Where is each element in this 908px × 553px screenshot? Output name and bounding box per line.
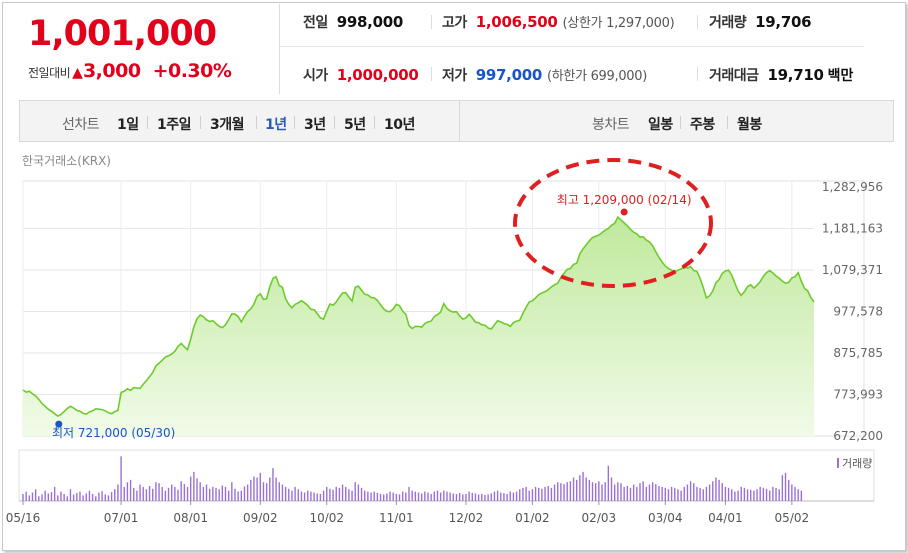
stats-divider [280, 46, 864, 47]
prev-close-label: 전일 [303, 15, 328, 31]
high-value: 1,006,500 [475, 13, 558, 31]
x-tick-label: 07/01 [104, 511, 139, 525]
y-tick-label: 1,181,163 [822, 222, 883, 236]
low-value: 997,000 [475, 66, 543, 84]
exchange-label: 한국거래소(KRX) [22, 154, 111, 168]
turnover-value: 19,710 [767, 66, 824, 84]
lower-limit: (하한가 699,000) [547, 69, 648, 84]
change-value: 3,000 [82, 60, 141, 82]
prev-close-value: 998,000 [336, 13, 404, 31]
upper-limit: (상한가 1,297,000) [562, 16, 675, 31]
tab-separator [147, 116, 148, 129]
y-tick-label: 977,578 [833, 305, 883, 319]
tab-daily[interactable]: 일봉 [648, 117, 673, 133]
current-price: 1,001,000 [28, 14, 217, 54]
tab-separator [256, 116, 257, 129]
tab-3m[interactable]: 3개월 [210, 117, 245, 133]
tab-separator [727, 116, 728, 129]
stat-separator [431, 67, 432, 81]
tab-separator [334, 116, 335, 129]
tab-10y[interactable]: 10년 [384, 117, 415, 133]
volume-value: 19,706 [755, 13, 812, 31]
price-line [22, 215, 815, 418]
y-tick-label: 1,079,371 [822, 263, 883, 277]
stat-volume: 거래량 19,706 [709, 12, 812, 32]
tab-5y[interactable]: 5년 [344, 117, 366, 133]
stat-open: 시가 1,000,000 [303, 65, 419, 85]
stat-high: 고가 1,006,500 (상한가 1,297,000) [442, 12, 675, 32]
x-tick-label: 10/02 [309, 511, 344, 525]
low-marker [55, 420, 63, 428]
tab-separator [200, 116, 201, 129]
x-tick-label: 04/01 [708, 511, 743, 525]
stat-prev-close: 전일 998,000 [303, 12, 403, 32]
tab-weekly[interactable]: 주봉 [690, 117, 715, 133]
tab-separator [294, 116, 295, 129]
y-tick-label: 672,200 [833, 429, 883, 443]
tab-group-divider [459, 101, 460, 141]
change-label: 전일대비 [28, 66, 71, 80]
open-label: 시가 [303, 68, 328, 84]
x-tick-label: 08/01 [173, 511, 208, 525]
change-percent: +0.30% [152, 60, 232, 82]
stat-turnover: 거래대금 19,710 백만 [709, 65, 853, 85]
tab-monthly[interactable]: 월봉 [737, 117, 762, 133]
low-annotation: 최저 721,000 (05/30) [52, 426, 175, 440]
chart-tab-bar: 선차트 1일 1주일 3개월 1년 3년 5년 10년 봉차트 일봉 주봉 월봉 [19, 100, 894, 142]
x-tick-label: 02/03 [582, 511, 617, 525]
stat-separator [431, 15, 432, 29]
volume-legend-swatch [837, 458, 839, 468]
volume-legend-label: 거래량 [842, 457, 872, 470]
change-row: 전일대비 ▲ 3,000 +0.30% [28, 60, 232, 82]
high-annotation: 최고 1,209,000 (02/14) [557, 193, 692, 207]
tab-3y[interactable]: 3년 [304, 117, 326, 133]
tab-separator [374, 116, 375, 129]
low-label: 저가 [442, 68, 467, 84]
high-label: 고가 [442, 15, 467, 31]
y-tick-label: 773,993 [833, 388, 883, 402]
tab-separator [680, 116, 681, 129]
header-divider [279, 4, 280, 94]
x-tick-label: 09/02 [243, 511, 278, 525]
tab-1y[interactable]: 1년 [265, 117, 287, 133]
up-arrow-icon: ▲ [72, 65, 83, 81]
turnover-label: 거래대금 [709, 68, 759, 84]
open-value: 1,000,000 [336, 66, 419, 84]
y-tick-label: 1,282,956 [822, 180, 883, 194]
stat-low: 저가 997,000 (하한가 699,000) [442, 65, 647, 85]
high-marker [620, 208, 628, 216]
y-tick-label: 875,785 [833, 346, 883, 360]
x-tick-label: 03/04 [648, 511, 683, 525]
x-tick-label: 12/02 [449, 511, 484, 525]
stat-separator [697, 15, 698, 29]
tab-1d[interactable]: 1일 [117, 117, 139, 133]
volume-label: 거래량 [709, 15, 747, 31]
high-highlight-circle [513, 158, 713, 288]
x-tick-label: 01/02 [515, 511, 550, 525]
tab-1w[interactable]: 1주일 [157, 117, 192, 133]
candle-chart-label: 봉차트 [592, 117, 630, 133]
x-tick-label: 05/02 [775, 511, 810, 525]
x-tick-label: 05/16 [6, 511, 41, 525]
stat-separator [697, 67, 698, 81]
turnover-unit: 백만 [827, 68, 854, 84]
line-chart-label: 선차트 [62, 117, 100, 133]
x-tick-label: 11/01 [379, 511, 414, 525]
